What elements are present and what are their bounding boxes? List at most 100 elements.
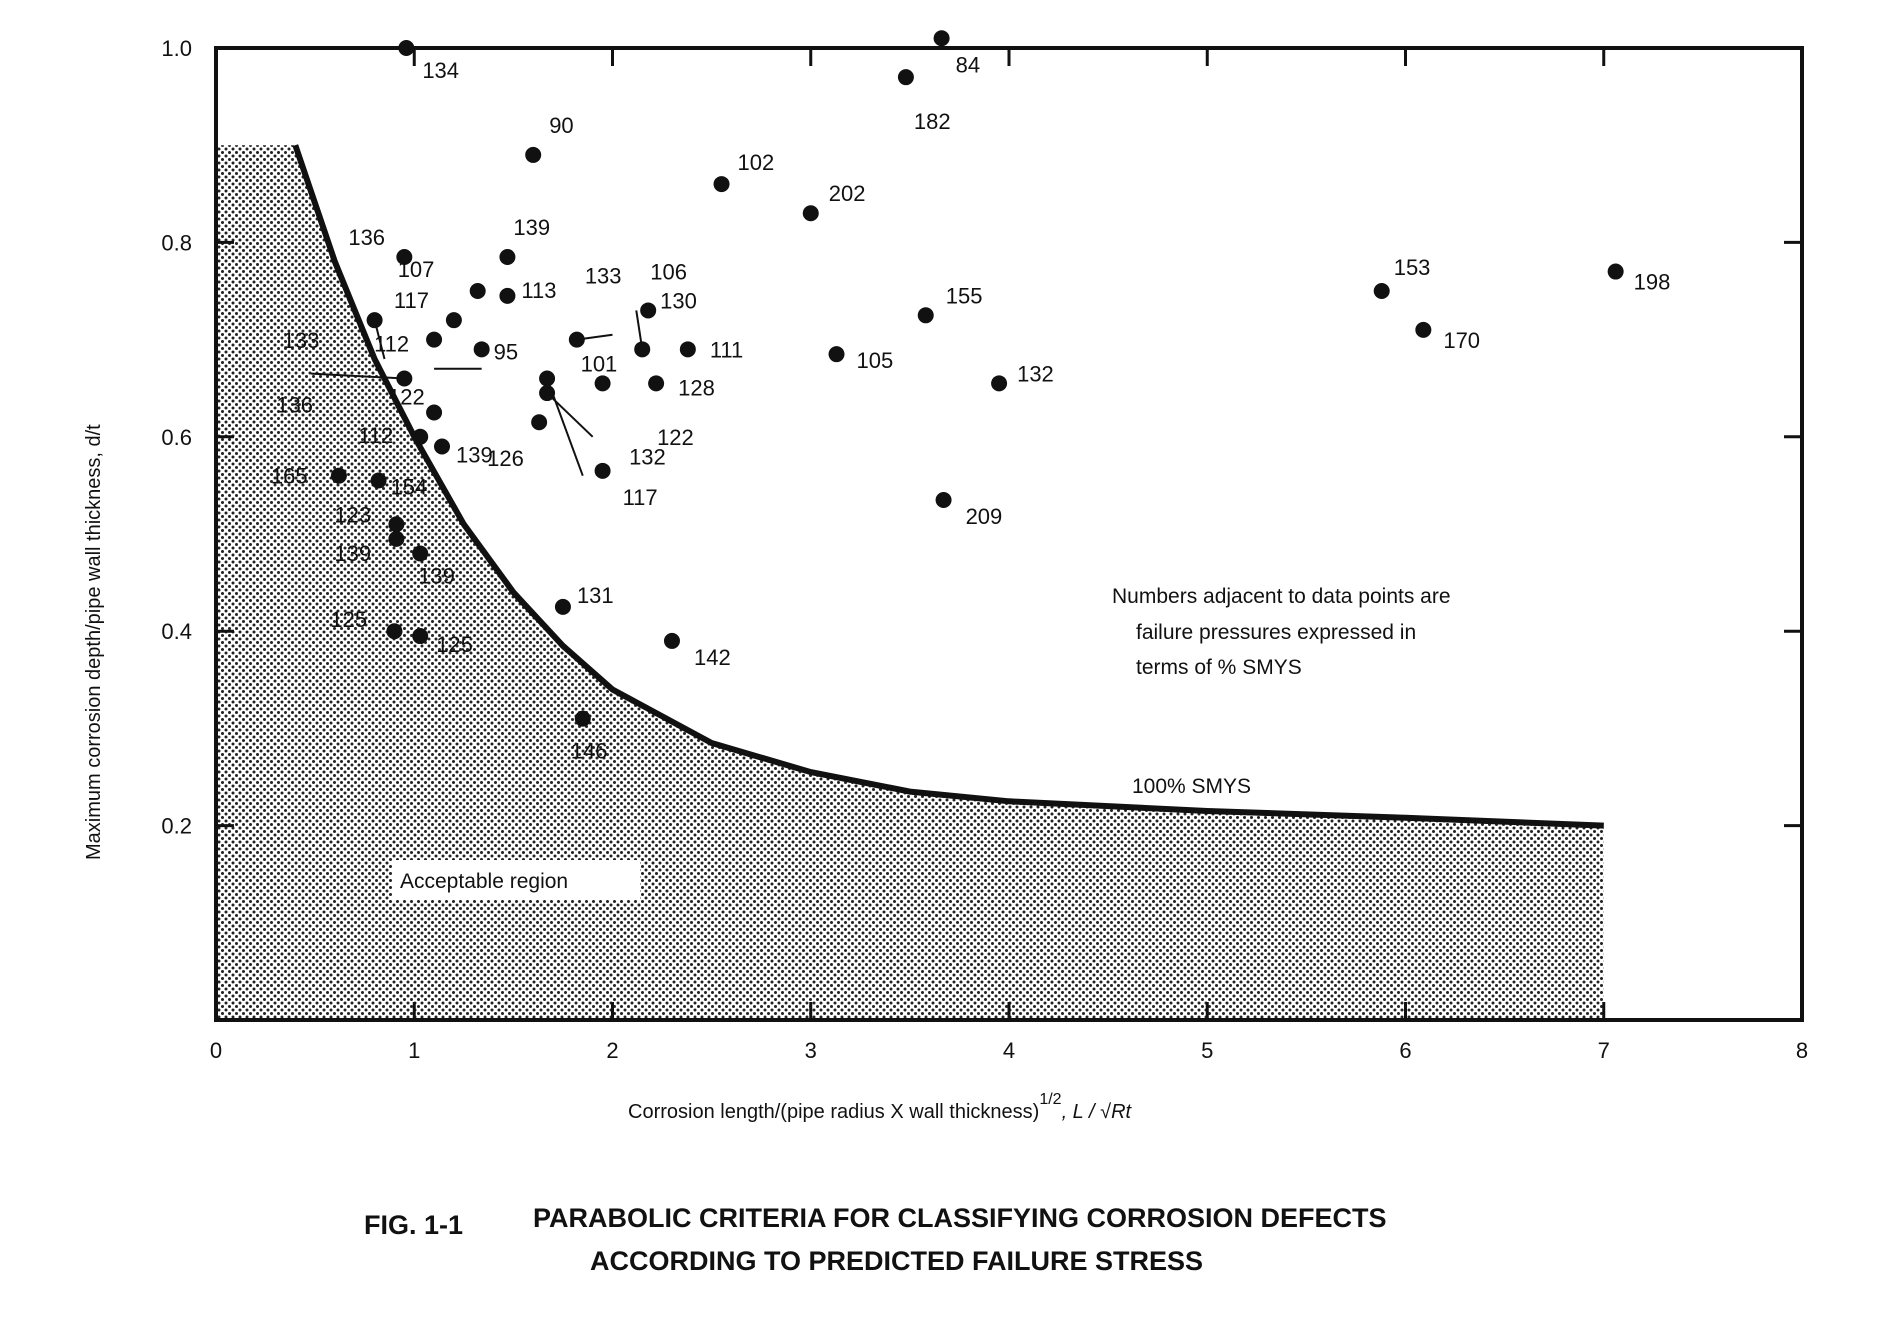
acceptable-region-shading bbox=[216, 145, 1604, 1020]
data-point-label: 133 bbox=[585, 264, 622, 289]
data-point-label: 117 bbox=[623, 485, 658, 510]
data-point-label: 128 bbox=[678, 375, 715, 400]
data-point-label: 202 bbox=[829, 181, 866, 206]
leader-lines bbox=[311, 310, 644, 477]
data-point-label: 198 bbox=[1634, 270, 1671, 295]
y-tick-label: 0.8 bbox=[161, 230, 192, 255]
data-point bbox=[330, 467, 347, 484]
x-tick-label: 8 bbox=[1796, 1038, 1808, 1063]
data-point bbox=[469, 283, 486, 299]
note-line-2: failure pressures expressed in bbox=[1136, 621, 1416, 644]
data-point-label: 170 bbox=[1443, 328, 1480, 353]
data-point bbox=[828, 346, 845, 363]
data-point-label: 154 bbox=[391, 475, 428, 500]
data-point bbox=[388, 530, 405, 547]
x-tick-label: 3 bbox=[805, 1038, 817, 1063]
data-point bbox=[594, 462, 611, 479]
data-point-label: 132 bbox=[629, 444, 666, 469]
data-point bbox=[935, 491, 952, 508]
data-point bbox=[445, 312, 462, 329]
data-point-label: 136 bbox=[276, 392, 313, 417]
smys-100-curve bbox=[292, 144, 1604, 829]
caption-line-2: ACCORDING TO PREDICTED FAILURE STRESS bbox=[590, 1246, 1203, 1276]
data-point bbox=[473, 341, 490, 358]
data-point-label: 139 bbox=[418, 563, 455, 588]
x-tick-label: 7 bbox=[1598, 1038, 1610, 1063]
data-point-label: 130 bbox=[660, 288, 697, 313]
x-tick-label: 2 bbox=[606, 1038, 618, 1063]
curve-label: 100% SMYS bbox=[1132, 775, 1251, 798]
data-point bbox=[1415, 321, 1432, 338]
data-point bbox=[396, 248, 413, 265]
data-point bbox=[499, 287, 516, 304]
data-point-label: 182 bbox=[914, 109, 951, 134]
leader-line bbox=[635, 310, 644, 350]
data-point-label: 125 bbox=[330, 607, 367, 632]
acceptable-region-label: Acceptable region bbox=[400, 870, 568, 893]
data-point-label: 139 bbox=[513, 215, 550, 240]
x-axis-title: Corrosion length/(pipe radius X wall thi… bbox=[628, 1091, 1133, 1123]
data-point-label: 146 bbox=[571, 739, 608, 764]
data-point-label: 123 bbox=[334, 502, 371, 527]
y-tick-label: 1.0 bbox=[161, 36, 192, 61]
x-tick-label: 1 bbox=[408, 1038, 420, 1063]
data-point bbox=[1373, 283, 1390, 299]
data-point-label: 111 bbox=[710, 337, 743, 362]
data-point bbox=[412, 628, 429, 645]
data-point bbox=[991, 375, 1008, 392]
data-point bbox=[594, 375, 611, 392]
data-point bbox=[640, 302, 657, 319]
data-point-label: 209 bbox=[966, 504, 1003, 529]
leader-line bbox=[373, 319, 386, 360]
data-point bbox=[426, 404, 443, 421]
data-point-label: 106 bbox=[650, 259, 687, 284]
data-point bbox=[574, 710, 591, 727]
data-point bbox=[412, 428, 429, 445]
y-tick-label: 0.2 bbox=[161, 814, 192, 839]
x-tick-label: 4 bbox=[1003, 1038, 1015, 1063]
data-point-label: 153 bbox=[1394, 255, 1431, 280]
data-point-label: 133 bbox=[283, 328, 320, 353]
data-point-label: 117 bbox=[394, 288, 429, 313]
x-tick-label: 6 bbox=[1399, 1038, 1411, 1063]
data-point-label: 112 bbox=[358, 423, 393, 448]
data-point-label: 165 bbox=[271, 464, 308, 489]
data-point-label: 125 bbox=[436, 632, 473, 657]
x-axis-title-power: 1/2 bbox=[1039, 1091, 1061, 1108]
data-point-label: 131 bbox=[577, 583, 614, 608]
data-point-label: 132 bbox=[1017, 361, 1054, 386]
data-point bbox=[554, 598, 571, 615]
x-tick-label: 5 bbox=[1201, 1038, 1213, 1063]
data-point-label: 134 bbox=[422, 58, 459, 83]
data-point-label: 101 bbox=[581, 351, 618, 376]
y-tick-label: 0.4 bbox=[161, 619, 192, 644]
data-point bbox=[917, 307, 934, 324]
data-point bbox=[499, 248, 516, 265]
data-point-label: 122 bbox=[657, 425, 694, 450]
data-point bbox=[412, 545, 429, 562]
x-axis-title-main: Corrosion length/(pipe radius X wall thi… bbox=[628, 1101, 1039, 1123]
leader-line bbox=[311, 372, 405, 380]
data-point bbox=[531, 414, 548, 431]
data-point bbox=[933, 30, 950, 47]
leader-line bbox=[546, 378, 584, 477]
data-point-label: 139 bbox=[456, 443, 493, 468]
data-point-label: 126 bbox=[487, 446, 524, 471]
data-point bbox=[648, 375, 665, 392]
caption-line-1: PARABOLIC CRITERIA FOR CLASSIFYING CORRO… bbox=[533, 1203, 1387, 1233]
leader-line bbox=[576, 333, 613, 341]
data-point bbox=[386, 623, 403, 640]
data-point-label: 102 bbox=[738, 150, 775, 175]
figure-number: FIG. 1-1 bbox=[364, 1210, 463, 1240]
data-point-label: 122 bbox=[388, 385, 425, 410]
data-point bbox=[525, 146, 542, 163]
y-axis-ticks: 0.2 0.4 0.6 0.8 1.0 bbox=[161, 36, 1802, 839]
data-point-label: 107 bbox=[398, 257, 435, 282]
data-point bbox=[426, 331, 443, 348]
data-point bbox=[398, 40, 415, 56]
x-tick-label: 0 bbox=[210, 1038, 222, 1063]
note-line-3: terms of % SMYS bbox=[1136, 656, 1302, 679]
data-point bbox=[897, 69, 914, 86]
